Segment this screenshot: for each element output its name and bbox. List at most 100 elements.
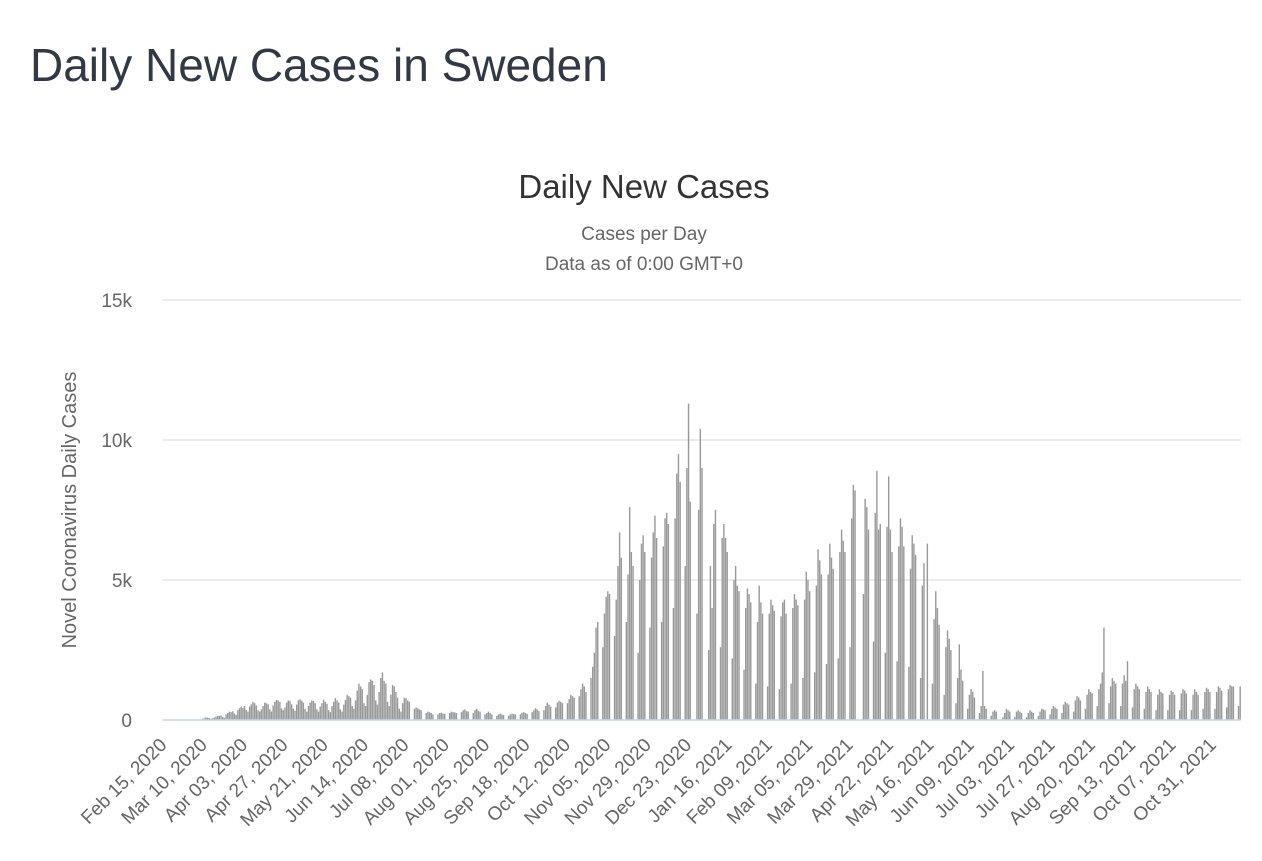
bar	[1078, 697, 1080, 720]
bar	[270, 711, 273, 720]
bar	[460, 712, 463, 720]
bar	[840, 529, 843, 720]
bar	[568, 699, 570, 720]
bar	[750, 602, 752, 720]
bar	[936, 608, 939, 720]
bar	[699, 428, 702, 720]
bar	[1162, 693, 1164, 720]
bar	[1167, 710, 1169, 720]
bar	[898, 546, 900, 720]
bar	[561, 703, 564, 720]
bar	[507, 715, 510, 720]
bar	[349, 697, 352, 720]
bar	[442, 713, 444, 720]
bar	[302, 702, 305, 720]
bar	[301, 700, 303, 720]
bar	[652, 532, 654, 720]
bar	[933, 619, 935, 720]
bar	[802, 678, 804, 720]
bar	[1101, 672, 1103, 720]
bar	[351, 706, 353, 720]
bar	[607, 591, 609, 720]
bar	[1157, 694, 1159, 720]
chart-subtitle: Cases per Day	[581, 224, 707, 245]
bar	[1017, 710, 1019, 720]
bar	[872, 641, 875, 720]
bar	[790, 683, 792, 720]
bar	[376, 704, 379, 720]
bar	[701, 468, 703, 720]
bar	[205, 717, 207, 720]
bar	[491, 714, 493, 720]
bar	[425, 713, 427, 720]
bar	[1215, 692, 1218, 720]
bar	[556, 702, 559, 720]
bar	[1064, 701, 1066, 720]
bar	[1120, 706, 1122, 720]
bar	[1004, 713, 1006, 720]
bar	[620, 557, 622, 720]
bar	[926, 543, 929, 720]
bar	[339, 709, 342, 720]
bar	[1219, 687, 1221, 720]
bar	[274, 701, 276, 720]
bar	[462, 710, 464, 720]
bar	[797, 605, 799, 720]
bar	[805, 571, 807, 720]
bar	[417, 708, 419, 720]
bar	[420, 710, 422, 720]
bar	[232, 711, 234, 720]
bar	[1231, 686, 1233, 720]
bar	[817, 549, 819, 720]
bar	[324, 701, 326, 720]
bar	[1158, 689, 1161, 720]
bar	[299, 699, 301, 720]
bar	[272, 705, 274, 720]
bar	[850, 518, 853, 720]
bar	[1009, 711, 1011, 720]
bar	[406, 700, 409, 720]
bar	[1183, 690, 1186, 720]
bar	[733, 580, 735, 720]
bar	[284, 707, 286, 720]
bar	[958, 644, 961, 720]
bar	[1160, 692, 1162, 720]
bar	[961, 680, 964, 720]
bar	[1205, 687, 1208, 720]
bar	[1098, 689, 1100, 720]
bar	[1204, 692, 1206, 720]
bar	[1079, 700, 1082, 720]
bar	[908, 666, 910, 720]
bar	[275, 699, 278, 720]
bar	[827, 574, 829, 720]
bar	[719, 647, 722, 720]
bar	[391, 685, 394, 720]
bar	[277, 700, 279, 720]
bar	[807, 580, 809, 720]
bar	[1115, 683, 1117, 720]
bar	[877, 529, 880, 720]
bar	[290, 704, 293, 720]
bar	[760, 602, 762, 720]
bar	[438, 713, 441, 720]
bar	[245, 709, 247, 720]
bar	[1229, 685, 1231, 720]
bar	[909, 568, 912, 720]
bar	[950, 650, 952, 720]
bar	[369, 679, 372, 720]
bar	[401, 703, 404, 720]
bar	[1135, 683, 1137, 720]
bar	[689, 501, 691, 720]
bar	[748, 594, 750, 720]
bar	[583, 686, 585, 720]
bar	[573, 697, 575, 720]
bar	[654, 515, 656, 720]
bar	[264, 702, 266, 720]
bar	[923, 563, 925, 720]
bar	[534, 708, 537, 720]
bar	[489, 713, 491, 720]
bar	[640, 543, 643, 720]
bar	[1133, 689, 1135, 720]
bar	[955, 703, 957, 720]
bar	[891, 552, 893, 720]
